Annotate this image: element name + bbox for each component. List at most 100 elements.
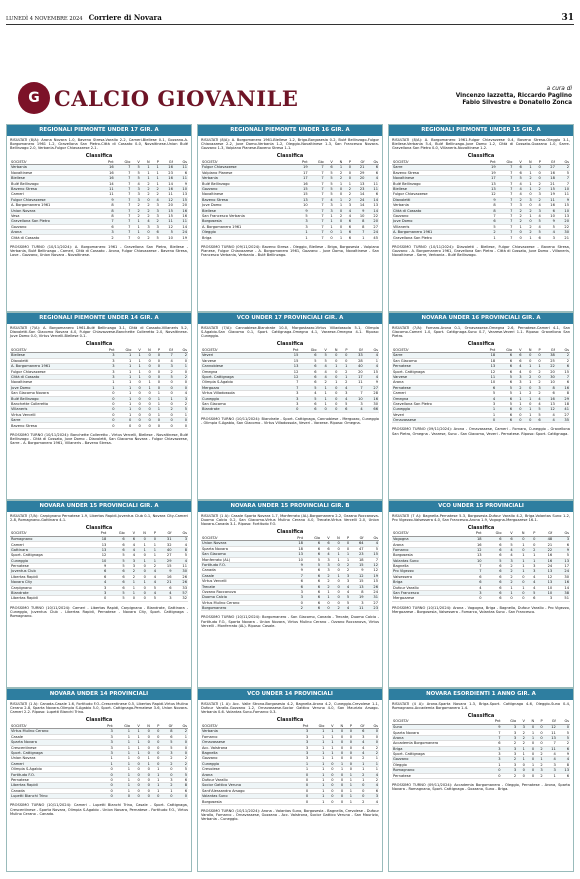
table-row: Socior Gattico Veruno 0 1 0 0 1 0 4	[201, 782, 379, 789]
stat-cell: 6	[303, 567, 322, 574]
stat-cell: 4	[541, 229, 556, 236]
column-header: Pnt	[480, 159, 497, 166]
team-name: Pernatese	[392, 385, 480, 392]
stat-cell: 1	[338, 363, 349, 370]
column-header: Gio	[496, 347, 514, 354]
stat-cell: 4	[172, 558, 188, 565]
stat-cell: 6	[343, 234, 352, 241]
column-header: Gs	[173, 723, 188, 730]
team-name: Villaneris	[10, 406, 100, 413]
stat-cell: 3	[321, 562, 331, 569]
stat-cell: 2	[502, 579, 514, 586]
stat-cell: 5	[324, 191, 334, 198]
stat-cell: 0	[535, 724, 544, 731]
stat-cell: 18	[463, 536, 483, 543]
table-row: Romagnano 0 3 0 0 3 3 13	[392, 767, 570, 774]
stat-cell: 7	[496, 170, 514, 177]
table-row: Fortitudo F.O. 9 5 3 0 2 15 12	[201, 562, 379, 569]
stat-cell: 1	[333, 181, 344, 187]
stat-cell: 16	[536, 558, 554, 565]
stat-cell: 2	[173, 728, 188, 735]
stat-cell: 16	[159, 175, 174, 182]
stat-cell: 5	[555, 170, 570, 177]
league-title: REGIONALI PIEMONTE UNDER 17 GIR. A	[7, 125, 191, 136]
table-row: Verbania 17 7 5 2 0 20 4	[201, 175, 379, 182]
standings-title: Classifica	[467, 341, 495, 348]
stat-cell: 0	[96, 772, 114, 778]
stat-cell: 1	[309, 745, 326, 751]
stat-cell: 1	[173, 363, 188, 370]
table-row: Gozzano 7 7 2 1 4 10 13	[392, 213, 570, 220]
stat-cell: 2	[330, 605, 341, 612]
stat-cell: 0	[525, 773, 536, 780]
stat-cell: 4	[146, 579, 158, 586]
stat-cell: 22	[541, 363, 556, 370]
stat-cell: 10	[536, 590, 554, 597]
column-header: Pnt	[98, 159, 115, 166]
table-row: Veveri 15 6 5 0 0 33 4	[201, 352, 379, 359]
stat-cell: 0	[140, 728, 151, 735]
stat-cell: 0	[522, 352, 533, 359]
next-round-text: PROSSIMO TURNO (10/11/2024): Banchette C…	[10, 432, 188, 446]
stat-cell: 1	[136, 541, 147, 548]
team-name: Crevolese	[201, 766, 294, 773]
stat-cell: 0	[173, 369, 188, 375]
stat-cell: 16	[541, 396, 556, 402]
stat-cell: 7	[496, 202, 514, 209]
stat-cell: 3	[532, 208, 542, 214]
stat-cell: 0	[161, 390, 174, 397]
stat-cell: 0	[161, 422, 174, 429]
stat-cell: 6	[496, 412, 514, 419]
column-header: V	[132, 347, 142, 354]
stat-cell: 16	[173, 213, 188, 220]
column-header: SOCIETA'	[10, 723, 97, 730]
column-header: Gs	[365, 723, 379, 730]
stat-cell: 10	[89, 558, 108, 565]
stat-cell: 24	[365, 229, 379, 236]
stat-cell: 1	[333, 202, 344, 209]
table-row: Gozzano 3 1 1 0 0 2 1	[201, 755, 379, 762]
table-row: Sparta Novara 7 3 2 1 0 11 5	[392, 729, 570, 736]
stat-cell: 1	[513, 563, 526, 570]
stat-cell: 0	[132, 406, 142, 413]
stat-cell: 27	[364, 600, 379, 607]
stat-cell: 4	[317, 369, 328, 375]
table-row: Casale 3 1 1 0 0 6 1	[10, 734, 188, 741]
stat-cell: 1	[343, 181, 352, 187]
stat-cell: 0	[365, 734, 379, 741]
stat-cell: 20	[351, 175, 366, 182]
stat-cell: 15	[159, 213, 174, 220]
team-name: Canada	[201, 567, 288, 574]
team-name: Cameri	[392, 390, 480, 397]
stat-cell: 1	[340, 557, 351, 563]
stat-cell: 4	[525, 574, 537, 581]
stat-cell: 0	[151, 352, 162, 359]
table-row: Gravellona San Pietro 1 7 0 1 6 3 21	[392, 234, 570, 241]
team-name: Gozzano	[201, 755, 294, 762]
team-name: A. Borgomanero 1961	[10, 202, 99, 209]
stat-cell: 0	[344, 766, 354, 773]
team-name: Briga	[392, 579, 464, 586]
stat-cell: 4	[532, 224, 542, 231]
stat-cell: 0	[321, 600, 331, 607]
column-header: Gs	[173, 159, 188, 166]
stat-cell: 3	[479, 401, 497, 408]
stat-cell: 1	[113, 750, 132, 757]
stat-cell: 6	[496, 379, 514, 386]
stat-cell: 1	[330, 573, 341, 580]
stat-cell: 3	[340, 573, 351, 580]
stat-cell: 2	[321, 573, 331, 580]
stat-cell: 2	[125, 574, 137, 581]
stat-cell: 5	[480, 224, 497, 231]
stat-cell: 4	[317, 374, 328, 381]
table-row: Fulgor Chiavazzese 19 7 6 1 0 21 6	[201, 164, 379, 171]
stat-cell: 12	[543, 724, 557, 731]
stat-cell: 8	[351, 218, 366, 225]
team-name: Suno	[392, 724, 487, 731]
stat-cell: 13	[173, 191, 188, 198]
stat-cell: 1	[517, 756, 526, 763]
stat-cell: 11	[98, 191, 115, 198]
stat-cell: 3	[150, 208, 160, 214]
stat-cell: 2	[173, 755, 188, 762]
stat-cell: 0	[150, 734, 161, 741]
